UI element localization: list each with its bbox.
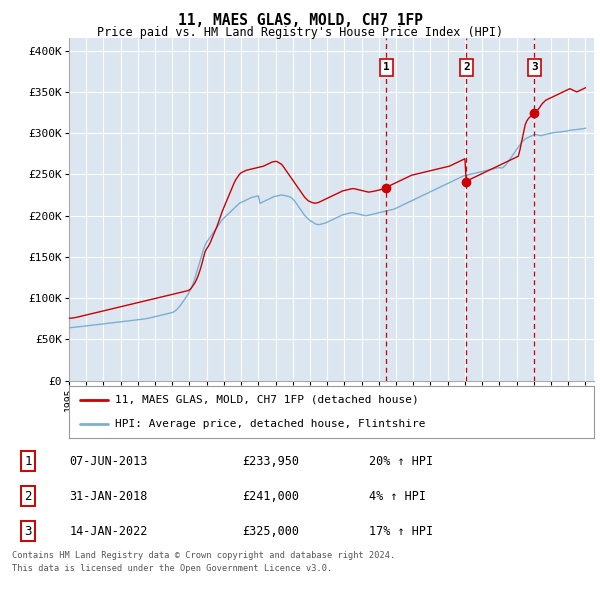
Text: 1: 1 <box>383 63 390 73</box>
Text: £241,000: £241,000 <box>242 490 299 503</box>
Text: 14-JAN-2022: 14-JAN-2022 <box>70 525 148 537</box>
Text: 11, MAES GLAS, MOLD, CH7 1FP (detached house): 11, MAES GLAS, MOLD, CH7 1FP (detached h… <box>115 395 419 405</box>
Text: 07-JUN-2013: 07-JUN-2013 <box>70 455 148 468</box>
Text: 20% ↑ HPI: 20% ↑ HPI <box>369 455 433 468</box>
Text: 2: 2 <box>463 63 470 73</box>
Text: 17% ↑ HPI: 17% ↑ HPI <box>369 525 433 537</box>
Text: 31-JAN-2018: 31-JAN-2018 <box>70 490 148 503</box>
Text: 11, MAES GLAS, MOLD, CH7 1FP: 11, MAES GLAS, MOLD, CH7 1FP <box>178 13 422 28</box>
Text: HPI: Average price, detached house, Flintshire: HPI: Average price, detached house, Flin… <box>115 419 426 429</box>
Text: Price paid vs. HM Land Registry's House Price Index (HPI): Price paid vs. HM Land Registry's House … <box>97 26 503 39</box>
Text: 3: 3 <box>25 525 32 537</box>
Text: This data is licensed under the Open Government Licence v3.0.: This data is licensed under the Open Gov… <box>12 564 332 573</box>
Text: 3: 3 <box>531 63 538 73</box>
Text: £233,950: £233,950 <box>242 455 299 468</box>
Text: 2: 2 <box>25 490 32 503</box>
Text: 1: 1 <box>25 455 32 468</box>
Text: 4% ↑ HPI: 4% ↑ HPI <box>369 490 426 503</box>
Text: £325,000: £325,000 <box>242 525 299 537</box>
Text: Contains HM Land Registry data © Crown copyright and database right 2024.: Contains HM Land Registry data © Crown c… <box>12 551 395 560</box>
